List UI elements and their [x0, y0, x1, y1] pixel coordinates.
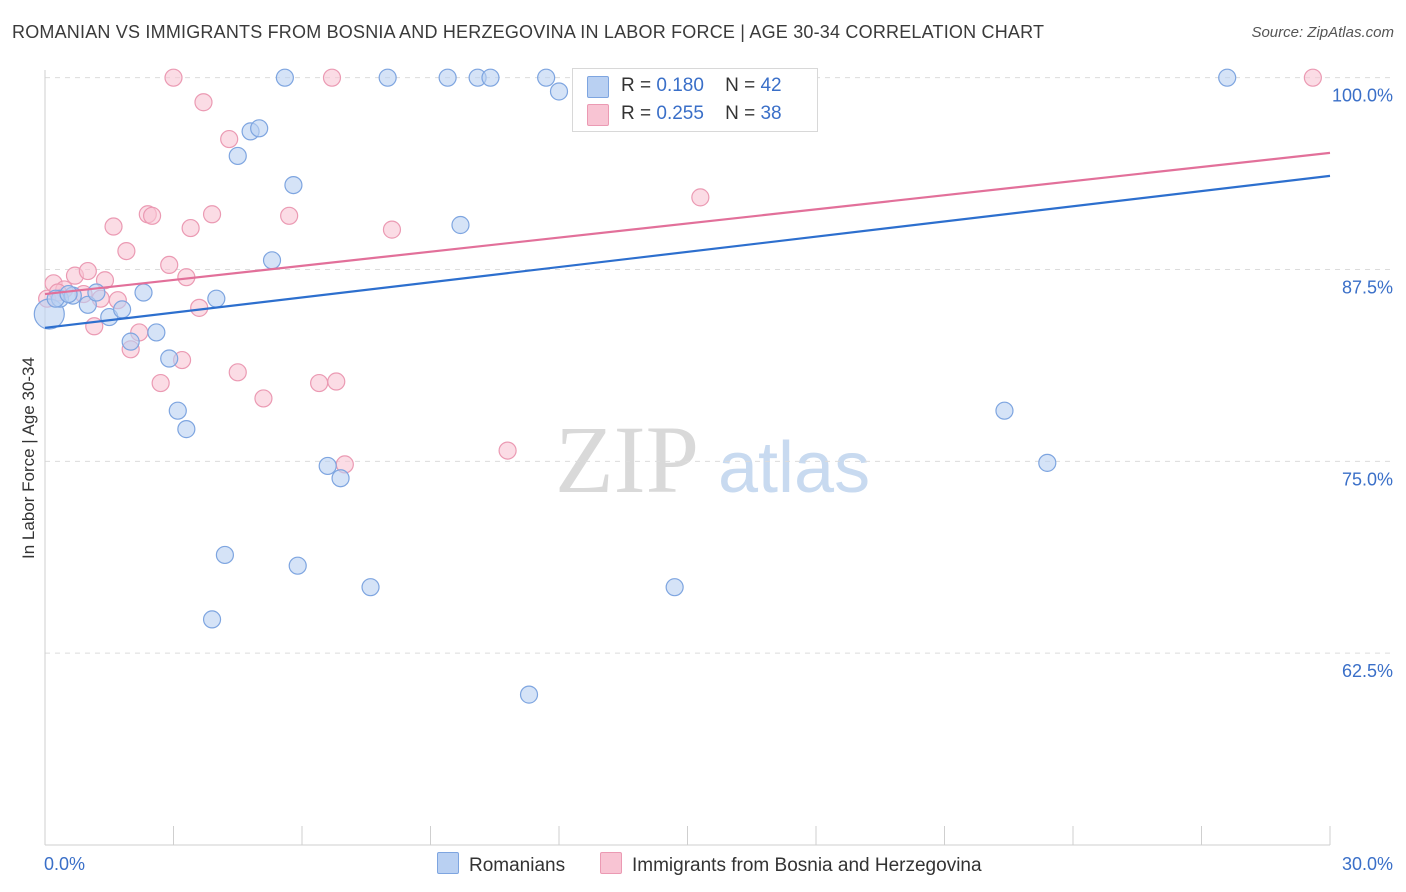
bosnia-point [691, 188, 710, 207]
romanians-point [549, 82, 569, 101]
romanians-point [112, 300, 132, 319]
romanians-point [215, 545, 234, 565]
romanians-point [78, 295, 97, 314]
romanians-point [160, 349, 179, 368]
romanians-point [207, 289, 226, 308]
romanians-point [519, 685, 539, 704]
bosnia-point [78, 261, 97, 281]
bosnia-point [160, 255, 179, 275]
legend-n-label: N = [725, 103, 756, 124]
romanians-point [168, 401, 187, 420]
romanians-point [202, 610, 222, 629]
bosnia-point [194, 93, 213, 112]
y-axis-label: In Labor Force | Age 30-34 [19, 357, 38, 559]
y-tick-label: 75.0% [1342, 469, 1393, 489]
romanians-point [121, 332, 140, 351]
legend-n-value: 42 [760, 75, 782, 96]
watermark-zip: ZIP [555, 406, 699, 513]
bosnia-point [104, 217, 123, 236]
bosnia-point [254, 389, 273, 408]
romanians-point [995, 401, 1014, 420]
romanians-point [275, 68, 294, 87]
legend-swatch-blue [437, 852, 459, 874]
legend-item-bosnia[interactable]: Immigrants from Bosnia and Herzegovina [600, 852, 982, 877]
bosnia-point [142, 206, 162, 225]
bosnia-point [280, 206, 299, 225]
bosnia-point [382, 220, 402, 239]
romanians-point [1218, 68, 1237, 87]
bosnia-point [228, 363, 247, 382]
legend-label-romanians: Romanians [469, 855, 566, 876]
bosnia-point [310, 373, 329, 393]
bosnia-point [322, 68, 342, 87]
bosnia-point [95, 271, 115, 290]
legend-r-value: 0.255 [656, 103, 704, 124]
tick-labels: 62.5% 75.0% 87.5% 100.0% 0.0% 30.0% [44, 86, 1393, 874]
romanians-point [284, 175, 303, 195]
y-tick-label: 87.5% [1342, 278, 1393, 298]
romanians-point [318, 456, 337, 476]
romanians-point [147, 323, 166, 342]
watermark-atlas: atlas [718, 428, 870, 508]
romanians-trend-line [44, 174, 1331, 329]
romanians-point [331, 469, 350, 488]
romanians-point [262, 251, 282, 270]
legend-n-value: 38 [760, 103, 782, 124]
romanians-point [537, 68, 556, 87]
romanians-point [228, 146, 247, 166]
romanians-point [1038, 453, 1057, 472]
legend-label-bosnia: Immigrants from Bosnia and Herzegovina [632, 855, 982, 876]
bosnia-point [181, 218, 200, 238]
x-tick-label: 0.0% [44, 854, 85, 874]
watermark: ZIP atlas [555, 406, 870, 513]
chart-title: ROMANIAN VS IMMIGRANTS FROM BOSNIA AND H… [12, 22, 1045, 42]
romanians-point [438, 68, 457, 87]
romanians-point [134, 283, 153, 302]
bosnia-point [164, 68, 183, 87]
legend-r-label: R = [621, 75, 652, 96]
y-tick-label: 100.0% [1332, 86, 1393, 106]
legend-swatch-pink [600, 852, 622, 874]
romanians-point [361, 578, 380, 597]
bosnia-point [1303, 68, 1322, 87]
axes [44, 70, 1331, 846]
trend-lines [44, 151, 1331, 329]
bosnia-point [117, 241, 136, 261]
source-label: Source: ZipAtlas.com [1251, 24, 1394, 41]
romanians-point [59, 284, 78, 304]
romanians-point [288, 556, 307, 575]
y-tick-label: 62.5% [1342, 661, 1393, 681]
romanians-point [177, 420, 196, 439]
romanians-point [87, 283, 106, 302]
legend-item-romanians[interactable]: Romanians [437, 852, 565, 877]
romanians-point [250, 119, 269, 138]
legend-r-label: R = [621, 103, 652, 124]
x-tick-label: 30.0% [1342, 854, 1393, 874]
bosnia-trend-line [44, 151, 1331, 296]
grid [45, 77, 1392, 654]
romanians-point [451, 215, 470, 235]
bosnia-point [498, 441, 517, 460]
bosnia-point [327, 372, 346, 391]
legend-n-label: N = [725, 75, 756, 96]
legend-r-value: 0.180 [656, 75, 704, 96]
romanians-point [481, 68, 500, 87]
bosnia-point [151, 373, 170, 393]
legend-swatch-pink [587, 104, 609, 126]
series-romanians-points [33, 68, 1237, 704]
romanians-point [665, 578, 684, 597]
bosnia-point [220, 129, 239, 149]
romanians-point [378, 68, 397, 87]
legend-swatch-blue [587, 76, 609, 98]
correlation-legend: R = 0.180 N = 42 R = 0.255 N = 38 [572, 68, 818, 132]
bosnia-point [202, 205, 222, 224]
